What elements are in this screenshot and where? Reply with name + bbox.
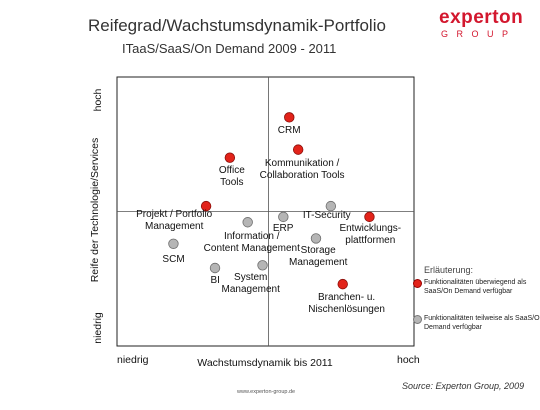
point-crm [284, 112, 295, 123]
point-projekt-portfolio-management [200, 200, 212, 212]
point-label: IT-Security [302, 210, 351, 222]
point-label: Entwicklungs-plattformen [339, 222, 402, 246]
point-label: CRM [277, 125, 301, 137]
point-label: ERP [272, 222, 294, 234]
page-title: Reifegrad/Wachstumsdynamik-Portfolio [88, 16, 386, 35]
legend-gray-text: Funktionalitäten teilweise als SaaS/On D… [424, 315, 540, 331]
point-entwicklungs-plattformen [364, 211, 375, 223]
point-label: Branchen- u. Nischenlösungen [308, 292, 385, 316]
legend-title: Erläuterung: [424, 265, 474, 275]
x-tick-low: niedrig [117, 354, 149, 366]
point-scm [168, 238, 179, 249]
legend-red-dot [413, 279, 422, 288]
y-tick-low: niedrig [92, 312, 104, 344]
point-label: SCM [162, 253, 185, 265]
point-storage-management [310, 233, 322, 244]
point-erp [278, 211, 289, 223]
legend-red-text: Funktionalitäten überwiegend als SaaS/On… [424, 279, 527, 295]
legend-gray-dot [413, 315, 422, 324]
point-label: Projekt / Portfolio Management [136, 209, 213, 233]
point-system-management [257, 260, 268, 271]
page-subtitle: ITaaS/SaaS/On Demand 2009 - 2011 [122, 41, 337, 56]
point-label: BI [210, 274, 220, 286]
point-information-content-management [242, 217, 253, 228]
x-tick-high: hoch [397, 354, 420, 366]
logo-wordmark: experton [439, 7, 524, 28]
footer-url: www.experton-group.de [237, 389, 296, 395]
point-office-tools [224, 152, 236, 163]
y-axis-label: Reife der Technologie/Services [89, 138, 101, 283]
point-branchen-u-nischenl-sungen [337, 278, 348, 290]
point-label: System Management [221, 272, 280, 296]
logo-group-text: GROUP [441, 29, 517, 39]
x-axis-label: Wachstumsdynamik bis 2011 [197, 357, 333, 369]
point-label: Information / Content Management [203, 231, 300, 255]
point-label: Office Tools [218, 164, 245, 188]
y-tick-high: hoch [92, 88, 104, 111]
point-bi [209, 262, 221, 274]
point-kommunikation-collaboration-tools [292, 144, 304, 155]
point-label: Kommunikation / Collaboration Tools [259, 157, 345, 181]
point-it-security [325, 200, 337, 212]
brand-logo: experton GROUP [439, 8, 537, 40]
source-note: Source: Experton Group, 2009 [402, 381, 525, 391]
point-label: Storage Management [288, 245, 348, 269]
